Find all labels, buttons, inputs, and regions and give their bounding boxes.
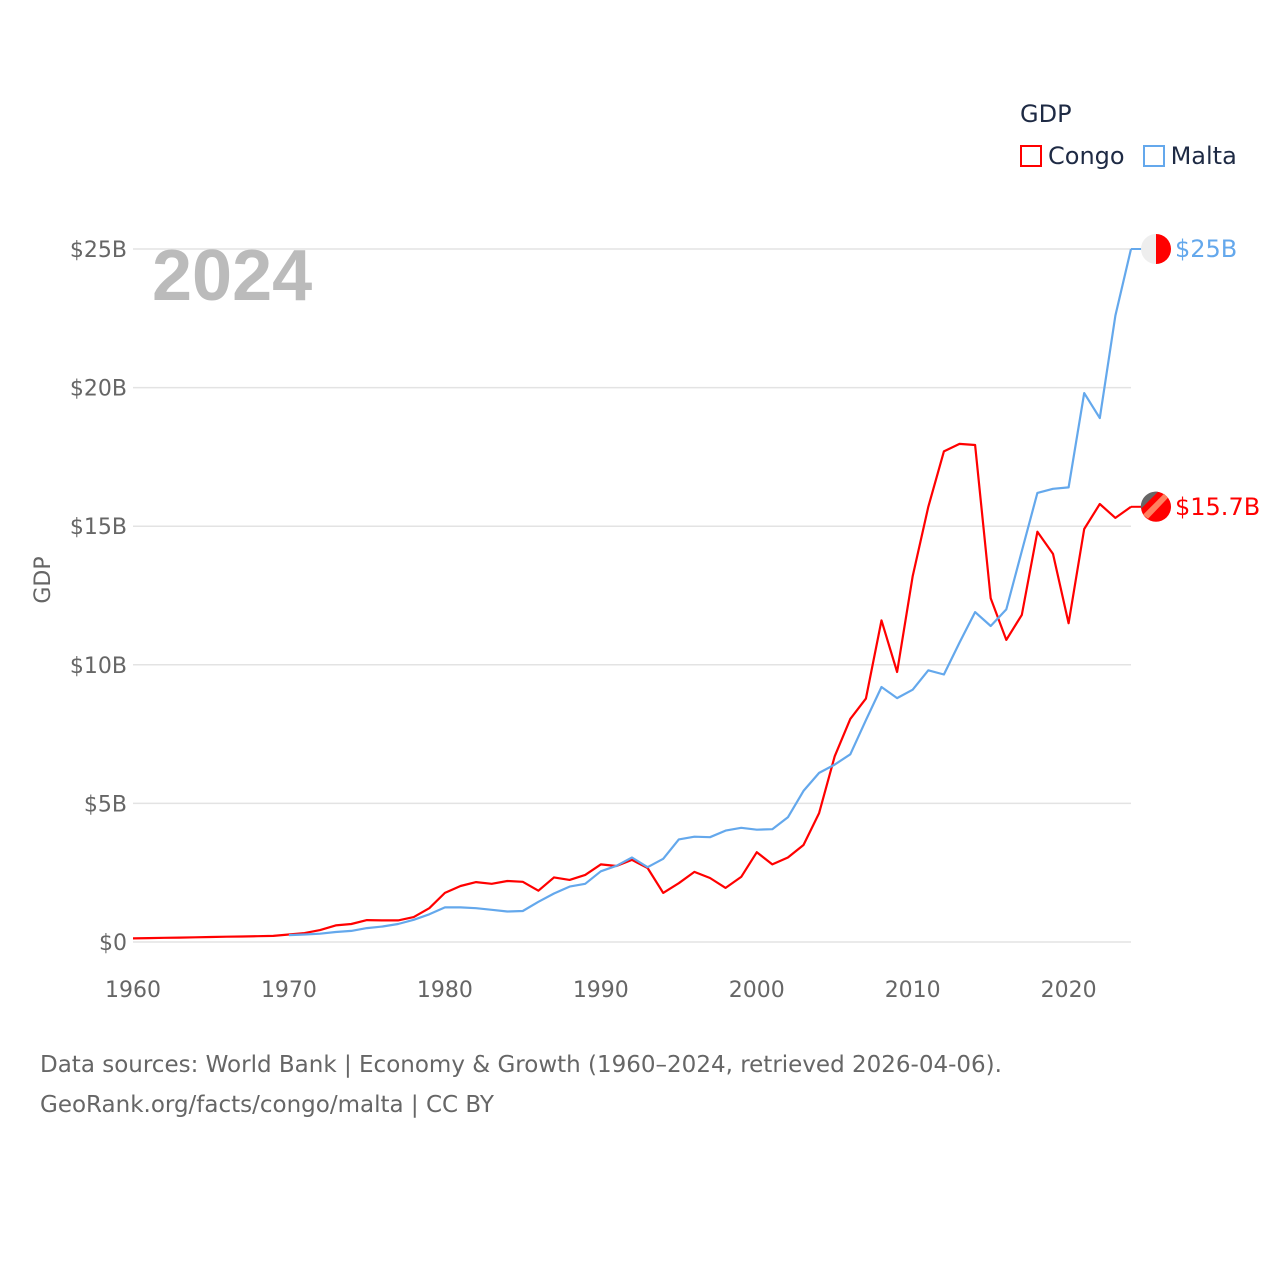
source-note: Data sources: World Bank | Economy & Gro… xyxy=(40,1045,1002,1125)
y-tick-label: $0 xyxy=(99,931,127,956)
malta-swatch xyxy=(1142,145,1165,167)
y-tick-label: $20B xyxy=(70,377,127,402)
x-tick-label: 2000 xyxy=(729,978,785,1003)
legend: Congo Malta xyxy=(1020,142,1237,170)
legend-item-malta[interactable]: Malta xyxy=(1142,142,1237,170)
x-tick-label: 2020 xyxy=(1041,978,1097,1003)
gdp-line-chart: 2024 GDP $0 $5B $10B $15B $20B $25B 1960 1970 19… xyxy=(31,234,1260,1003)
legend-title: GDP xyxy=(1020,100,1072,128)
x-tick-label: 1960 xyxy=(105,978,161,1003)
x-tick-label: 1980 xyxy=(417,978,473,1003)
legend-item-congo[interactable]: Congo xyxy=(1020,142,1125,170)
y-tick-label: $5B xyxy=(84,792,127,817)
x-tick-label: 1990 xyxy=(573,978,629,1003)
congo-flag-icon xyxy=(1140,491,1171,522)
x-tick-label: 1970 xyxy=(261,978,317,1003)
legend-label-congo: Congo xyxy=(1048,142,1125,170)
end-value-label-malta: $25B xyxy=(1175,235,1237,263)
series-line-congo xyxy=(132,442,1132,940)
series-line-malta xyxy=(288,248,1133,937)
attribution-line: GeoRank.org/facts/congo/malta | CC BY xyxy=(40,1092,494,1118)
x-tick-label: 2010 xyxy=(885,978,941,1003)
y-tick-label: $15B xyxy=(70,515,127,540)
year-watermark: 2024 xyxy=(152,236,312,316)
end-value-label-congo: $15.7B xyxy=(1175,493,1260,521)
legend-label-malta: Malta xyxy=(1170,142,1237,170)
y-axis-label: GDP xyxy=(31,556,56,603)
congo-swatch xyxy=(1020,145,1042,167)
y-tick-label: $10B xyxy=(70,654,127,679)
y-tick-label: $25B xyxy=(70,238,127,263)
malta-flag-icon xyxy=(1141,234,1171,264)
source-line: Data sources: World Bank | Economy & Gro… xyxy=(40,1052,1002,1078)
